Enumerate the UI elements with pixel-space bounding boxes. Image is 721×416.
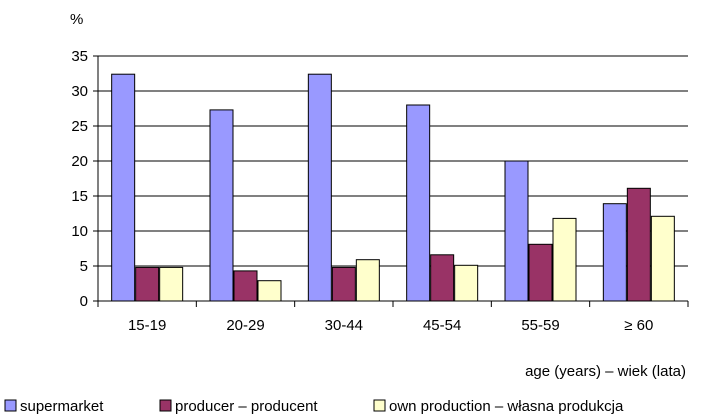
- bar-producer: [233, 270, 258, 302]
- bar-producer: [331, 266, 356, 302]
- y-tick-labels: 0 5 10 15 20 25 30 35: [71, 48, 98, 310]
- legend-label: supermarket: [20, 398, 104, 415]
- bar-supermarket: [406, 104, 431, 302]
- legend-swatch: [159, 399, 172, 412]
- legend: supermarket producer – producent own produ…: [4, 398, 624, 415]
- axes: [97, 56, 688, 302]
- x-tick-label: ≥ 60: [624, 317, 653, 334]
- x-tick-labels: 15-19 20-29 30-44 45-54 55-59 ≥ 60: [97, 301, 689, 334]
- y-tick-label: 30: [71, 83, 88, 100]
- x-tick-label: 15-19: [128, 317, 166, 334]
- y-tick-label: 25: [71, 118, 88, 135]
- x-tick-label: 30-44: [325, 317, 363, 334]
- bar-own-production: [159, 266, 184, 302]
- bar-own-production: [552, 217, 577, 302]
- bar-supermarket: [111, 73, 136, 302]
- bar-supermarket: [307, 73, 332, 302]
- y-tick-label: 10: [71, 223, 88, 240]
- bar-supermarket: [602, 203, 627, 302]
- gridlines: [98, 55, 688, 267]
- bar-own-production: [454, 264, 479, 302]
- legend-label: own production – własna produkcja: [389, 398, 624, 415]
- x-axis-label: age (years) – wiek (lata): [525, 363, 686, 380]
- x-tick-label: 45-54: [423, 317, 461, 334]
- bar-supermarket: [504, 160, 529, 302]
- y-tick-label: 20: [71, 153, 88, 170]
- bars: [111, 73, 675, 302]
- bar-producer: [528, 243, 553, 302]
- y-tick-label: 0: [80, 293, 88, 310]
- y-axis-label: %: [70, 11, 83, 28]
- legend-swatch: [373, 399, 386, 412]
- y-tick-label: 35: [71, 48, 88, 65]
- bar-supermarket: [209, 109, 234, 302]
- bar-producer: [430, 254, 455, 302]
- y-tick-label: 15: [71, 188, 88, 205]
- bar-own-production: [257, 280, 282, 302]
- bar-producer: [135, 266, 160, 302]
- bar-own-production: [355, 259, 380, 302]
- legend-swatch: [4, 399, 17, 412]
- legend-label: producer – producent: [175, 398, 318, 415]
- y-tick-label: 5: [80, 258, 88, 275]
- x-tick-label: 55-59: [521, 317, 559, 334]
- bar-own-production: [650, 215, 675, 302]
- bar-producer: [626, 187, 651, 302]
- x-tick-label: 20-29: [226, 317, 264, 334]
